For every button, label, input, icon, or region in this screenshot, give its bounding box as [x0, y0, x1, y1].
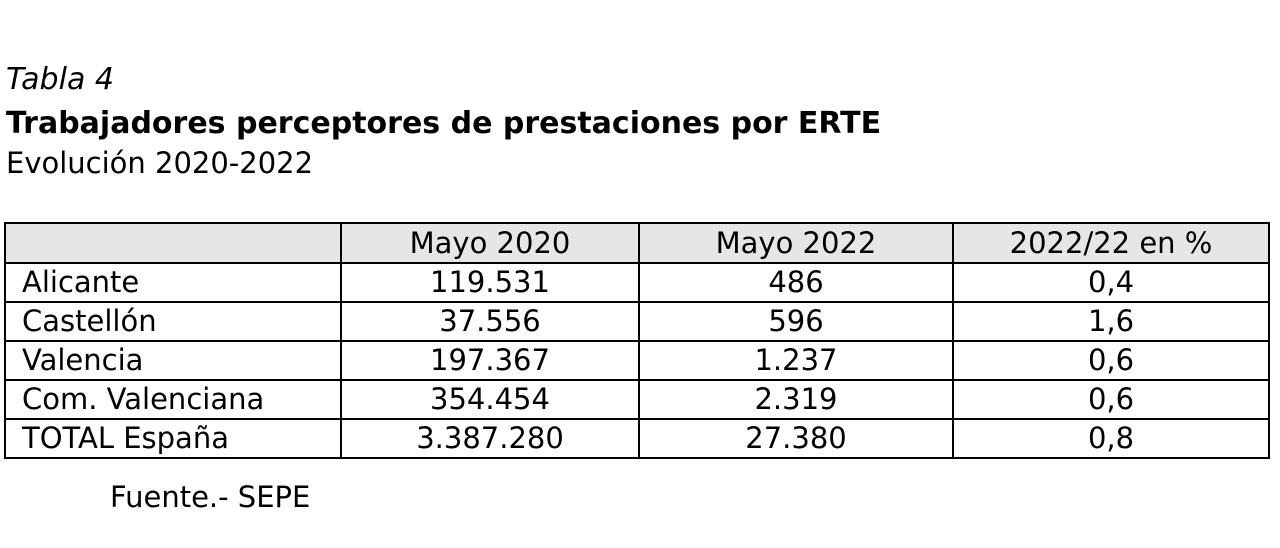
table-row: Alicante 119.531 486 0,4	[4, 262, 1270, 303]
cell-percent: 1,6	[952, 301, 1270, 342]
row-label: Com. Valenciana	[4, 379, 342, 420]
cell-percent: 0,6	[952, 340, 1270, 381]
cell-mayo-2022: 596	[638, 301, 954, 342]
table-row: Valencia 197.367 1.237 0,6	[4, 340, 1270, 381]
row-label: Castellón	[4, 301, 342, 342]
cell-percent: 0,4	[952, 262, 1270, 303]
row-label: TOTAL España	[4, 418, 342, 459]
cell-mayo-2022: 27.380	[638, 418, 954, 459]
table-subtitle: Evolución 2020-2022	[6, 146, 314, 180]
table-title: Trabajadores perceptores de prestaciones…	[6, 106, 882, 141]
cell-mayo-2020: 37.556	[340, 301, 640, 342]
table-row: Castellón 37.556 596 1,6	[4, 301, 1270, 342]
cell-mayo-2022: 486	[638, 262, 954, 303]
cell-mayo-2022: 1.237	[638, 340, 954, 381]
cell-percent: 0,6	[952, 379, 1270, 420]
row-label: Alicante	[4, 262, 342, 303]
table-row: TOTAL España 3.387.280 27.380 0,8	[4, 418, 1270, 459]
header-cell-empty	[4, 222, 342, 264]
header-cell-mayo-2022: Mayo 2022	[638, 222, 954, 264]
source-note: Fuente.- SEPE	[110, 480, 311, 514]
cell-mayo-2022: 2.319	[638, 379, 954, 420]
table-row: Com. Valenciana 354.454 2.319 0,6	[4, 379, 1270, 420]
table-header-row: Mayo 2020 Mayo 2022 2022/22 en %	[4, 222, 1270, 264]
cell-percent: 0,8	[952, 418, 1270, 459]
header-cell-percent: 2022/22 en %	[952, 222, 1270, 264]
cell-mayo-2020: 197.367	[340, 340, 640, 381]
cell-mayo-2020: 3.387.280	[340, 418, 640, 459]
erte-table: Mayo 2020 Mayo 2022 2022/22 en % Alicant…	[4, 222, 1270, 459]
table-label: Tabla 4	[6, 62, 114, 97]
row-label: Valencia	[4, 340, 342, 381]
cell-mayo-2020: 354.454	[340, 379, 640, 420]
header-cell-mayo-2020: Mayo 2020	[340, 222, 640, 264]
cell-mayo-2020: 119.531	[340, 262, 640, 303]
